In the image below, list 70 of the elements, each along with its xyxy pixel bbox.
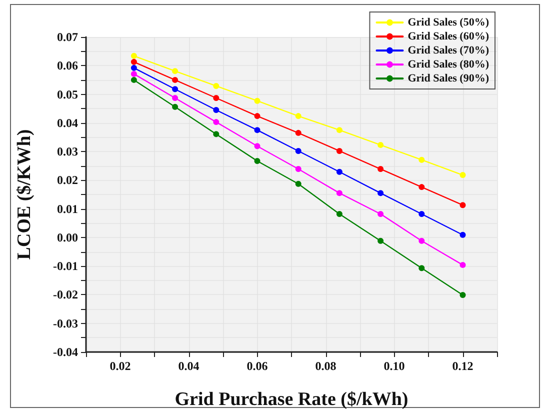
point bbox=[213, 107, 220, 114]
y-tick-label: -0.03 bbox=[53, 316, 78, 330]
point bbox=[213, 119, 220, 126]
point bbox=[172, 86, 178, 92]
x-tick-label: 0.04 bbox=[178, 359, 200, 373]
x-axis-title: Grid Purchase Rate ($/kWh) bbox=[174, 389, 408, 410]
x-tick-label: 0.08 bbox=[315, 359, 336, 373]
point bbox=[336, 190, 342, 196]
point bbox=[172, 94, 178, 101]
point bbox=[378, 166, 384, 172]
y-tick-label: 0.02 bbox=[57, 173, 78, 188]
legend-label: Grid Sales (80%) bbox=[408, 58, 490, 70]
x-tick-label: 0.12 bbox=[452, 359, 474, 373]
point bbox=[130, 70, 137, 77]
point bbox=[295, 113, 302, 120]
point bbox=[418, 156, 425, 163]
point bbox=[418, 210, 425, 217]
point bbox=[378, 210, 384, 217]
point bbox=[460, 292, 466, 298]
point bbox=[130, 58, 137, 65]
y-tick-label: 0.01 bbox=[57, 202, 78, 216]
x-tick-label: 0.02 bbox=[110, 359, 131, 373]
point bbox=[460, 232, 466, 238]
point bbox=[378, 238, 384, 244]
point bbox=[418, 265, 425, 272]
point bbox=[213, 131, 220, 138]
point bbox=[172, 104, 178, 110]
point bbox=[378, 142, 384, 148]
point bbox=[254, 158, 260, 164]
legend-label: Grid Sales (70%) bbox=[408, 44, 490, 56]
legend-label: Grid Sales (50%) bbox=[408, 16, 490, 28]
y-tick-label: 0.07 bbox=[57, 30, 78, 44]
point bbox=[254, 143, 260, 150]
y-tick-label: -0.01 bbox=[53, 259, 78, 274]
x-tick-label: 0.06 bbox=[246, 359, 268, 373]
x-tick-label: 0.10 bbox=[384, 359, 405, 373]
point bbox=[130, 76, 137, 83]
point bbox=[172, 76, 178, 83]
point bbox=[254, 113, 260, 120]
point bbox=[336, 127, 342, 134]
point bbox=[130, 52, 137, 59]
point bbox=[130, 64, 137, 71]
point bbox=[418, 238, 425, 244]
point bbox=[336, 168, 342, 175]
point bbox=[213, 82, 220, 89]
y-tick-label: 0.03 bbox=[57, 144, 78, 159]
y-tick-label: 0.04 bbox=[57, 116, 78, 130]
legend-label: Grid Sales (60%) bbox=[408, 30, 490, 42]
point bbox=[213, 94, 220, 101]
point bbox=[295, 180, 302, 187]
point bbox=[254, 127, 260, 134]
legend-label: Grid Sales (90%) bbox=[408, 72, 490, 84]
y-axis-title: LCOE ($/KWh) bbox=[14, 129, 35, 260]
point bbox=[460, 262, 466, 268]
y-tick-label: 0.05 bbox=[57, 87, 78, 102]
point bbox=[295, 130, 302, 136]
point bbox=[295, 166, 302, 172]
point bbox=[172, 68, 178, 74]
point bbox=[254, 98, 260, 104]
y-tick-label: -0.04 bbox=[53, 345, 78, 359]
y-tick-label: 0.00 bbox=[57, 230, 78, 244]
point bbox=[378, 190, 384, 196]
point bbox=[460, 202, 466, 208]
point bbox=[295, 148, 302, 154]
point bbox=[460, 172, 466, 178]
point bbox=[418, 184, 425, 190]
y-tick-label: 0.06 bbox=[57, 58, 78, 73]
y-tick-label: -0.02 bbox=[53, 288, 78, 302]
point bbox=[336, 148, 342, 154]
point bbox=[336, 210, 342, 217]
